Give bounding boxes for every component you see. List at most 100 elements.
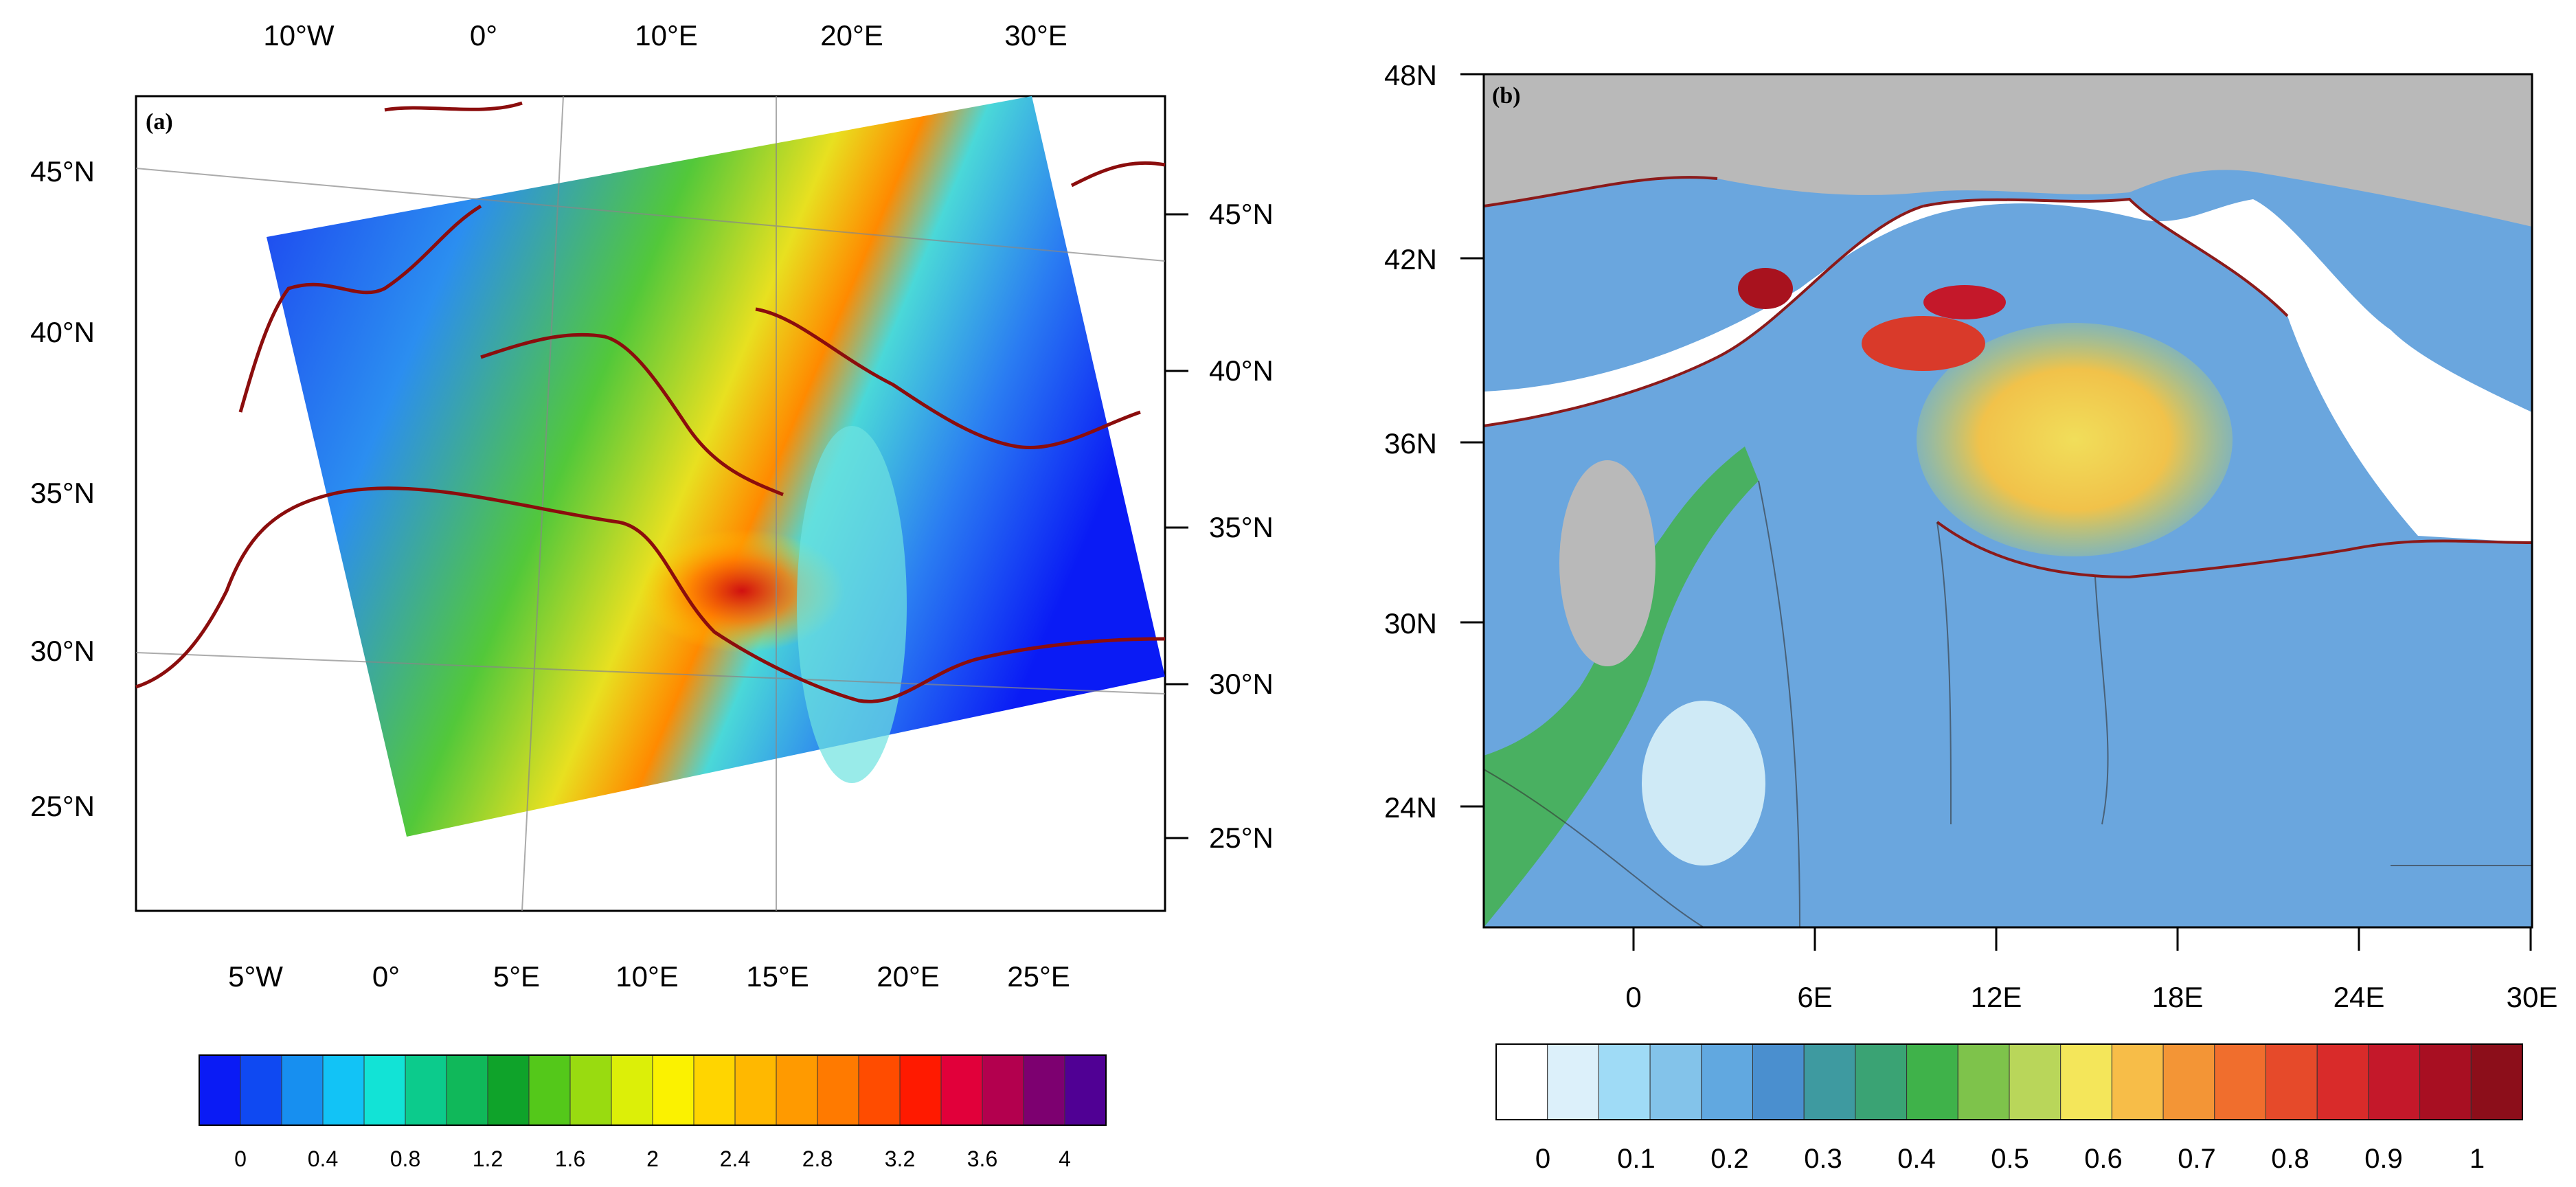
colorbar-a-swatch <box>322 1054 365 1126</box>
colorbar-a-swatch <box>569 1054 612 1126</box>
colorbar-a-swatch <box>899 1054 942 1126</box>
lat-label: 30N <box>1384 607 1437 640</box>
colorbar-b-swatch-frame <box>1495 1043 2523 1120</box>
colorbar-b-swatch <box>1855 1043 1908 1120</box>
colorbar-a-swatch <box>281 1054 324 1126</box>
dust-plume-cyan <box>797 426 907 783</box>
top-lon-label: 20°E <box>820 19 883 52</box>
bottom-lon-label: 10°E <box>615 960 679 993</box>
colorbar-a-swatch <box>817 1054 859 1126</box>
panel-a-colorbar-ticks: 0 0.4 0.8 1.2 1.6 2 2.4 2.8 3.2 3.6 4 <box>234 1146 1071 1171</box>
colorbar-a-tick: 1.6 <box>555 1146 585 1171</box>
colorbar-b-swatch <box>1803 1043 1856 1120</box>
colorbar-a-tick: 2 <box>646 1146 659 1171</box>
right-lat-label: 25°N <box>1209 822 1274 854</box>
bottom-lon-label: 0° <box>372 960 400 993</box>
sea-white <box>1484 199 2532 543</box>
lat-label: 48N <box>1384 59 1437 91</box>
colorbar-a-tick: 2.4 <box>720 1146 750 1171</box>
colorbar-a-swatch <box>405 1054 447 1126</box>
colorbar-b-swatch <box>2470 1043 2523 1120</box>
panel-a-right-lat-labels: 45°N 40°N 35°N 30°N 25°N <box>1209 198 1274 854</box>
green-area-west <box>1484 446 1759 927</box>
panel-a-top-lon-labels: 10°W 0° 10°E 20°E 30°E <box>263 19 1067 52</box>
colorbar-a-swatch <box>693 1054 736 1126</box>
colorbar-b-swatch <box>1547 1043 1599 1120</box>
dust-hotspot-red-1 <box>1862 316 1985 371</box>
bottom-lon-label: 20°E <box>877 960 940 993</box>
colorbar-a-swatch <box>734 1054 777 1126</box>
panel-a-label: (a) <box>146 109 173 135</box>
colorbar-a-swatch <box>528 1054 571 1126</box>
lon-label: 18E <box>2152 981 2204 1013</box>
colorbar-a-swatch <box>363 1054 406 1126</box>
panel-b-lat-ticks <box>1460 73 1484 808</box>
colorbar-b-swatch <box>1495 1043 1548 1120</box>
lat-label: 42N <box>1384 243 1437 275</box>
colorbar-a-swatch <box>940 1054 983 1126</box>
colorbar-b-tick: 0.7 <box>2178 1144 2216 1174</box>
colorbar-b-tick: 0.8 <box>2271 1144 2309 1174</box>
land-europe <box>1484 74 2532 227</box>
colorbar-b-swatch <box>2368 1043 2421 1120</box>
lat-label: 24N <box>1384 791 1437 824</box>
lon-label: 6E <box>1797 981 1832 1013</box>
panel-a-colorbar <box>199 1054 1107 1126</box>
panel-b-map <box>1483 74 2533 928</box>
colorbar-b-swatch <box>2111 1043 2164 1120</box>
panel-a: 10°W 0° 10°E 20°E 30°E 5°W 0° 5°E 10°E 1… <box>30 19 1274 1171</box>
colorbar-b-swatch <box>2419 1043 2472 1120</box>
colorbar-a-swatch <box>652 1054 694 1126</box>
colorbar-a-swatch <box>1064 1054 1107 1126</box>
grey-land-patch <box>1559 460 1656 666</box>
colorbar-b-swatch <box>2266 1043 2318 1120</box>
colorbar-b-swatch <box>1701 1043 1754 1120</box>
colorbar-b-swatch <box>2214 1043 2267 1120</box>
colorbar-a-swatch <box>446 1054 488 1126</box>
colorbar-a-swatch <box>858 1054 901 1126</box>
colorbar-b-swatch <box>1649 1043 1702 1120</box>
left-lat-label: 35°N <box>30 477 95 509</box>
colorbar-b-tick: 0.5 <box>1991 1144 2029 1174</box>
left-lat-label: 45°N <box>30 155 95 188</box>
dust-hotspot-yellow <box>1917 323 2233 556</box>
panel-a-bottom-lon-labels: 5°W 0° 5°E 10°E 15°E 20°E 25°E <box>228 960 1070 993</box>
panel-b-lat-labels: 48N 42N 36N 30N 24N <box>1384 59 1437 824</box>
panel-b-colorbar <box>1495 1043 2523 1120</box>
colorbar-b-swatch <box>2162 1043 2215 1120</box>
colorbar-b-tick: 0 <box>1535 1144 1550 1174</box>
colorbar-b-swatch <box>1752 1043 1805 1120</box>
panel-a-coastlines <box>135 101 1166 703</box>
colorbar-a-swatch-frame <box>199 1054 1107 1126</box>
lon-label: 0 <box>1625 981 1641 1013</box>
colorbar-b-swatch <box>2060 1043 2112 1120</box>
bottom-lon-label: 15°E <box>746 960 809 993</box>
colorbar-b-tick: 0.2 <box>1710 1144 1749 1174</box>
panel-b-borders <box>1483 480 2532 928</box>
satellite-swath <box>267 96 1165 837</box>
colorbar-a-swatch <box>611 1054 653 1126</box>
colorbar-a-swatch <box>199 1054 241 1126</box>
colorbar-a-swatch <box>487 1054 530 1126</box>
colorbar-b-tick: 0.6 <box>2084 1144 2123 1174</box>
colorbar-b-swatch <box>1598 1043 1651 1120</box>
panel-b: 48N 42N 36N 30N 24N 0 6E 12E 18E 24E 30E <box>1384 59 2557 1174</box>
colorbar-b-tick: 0.1 <box>1617 1144 1656 1174</box>
colorbar-a-tick: 0.4 <box>308 1146 338 1171</box>
top-lon-label: 30°E <box>1004 19 1067 52</box>
colorbar-b-swatch <box>2009 1043 2061 1120</box>
bottom-lon-label: 25°E <box>1007 960 1070 993</box>
colorbar-b-swatch <box>1906 1043 1958 1120</box>
panel-b-lon-ticks <box>1632 927 2532 951</box>
lon-label: 30E <box>2507 981 2558 1013</box>
lat-label: 36N <box>1384 427 1437 460</box>
colorbar-a-tick: 0 <box>234 1146 247 1171</box>
bottom-lon-label: 5°W <box>228 960 283 993</box>
left-lat-label: 30°N <box>30 635 95 667</box>
colorbar-a-swatch <box>776 1054 818 1126</box>
colorbar-b-tick: 0.9 <box>2364 1144 2403 1174</box>
panel-b-label: (b) <box>1492 83 1521 109</box>
panel-b-lon-labels: 0 6E 12E 18E 24E 30E <box>1625 981 2557 1013</box>
colorbar-b-swatch <box>2316 1043 2369 1120</box>
